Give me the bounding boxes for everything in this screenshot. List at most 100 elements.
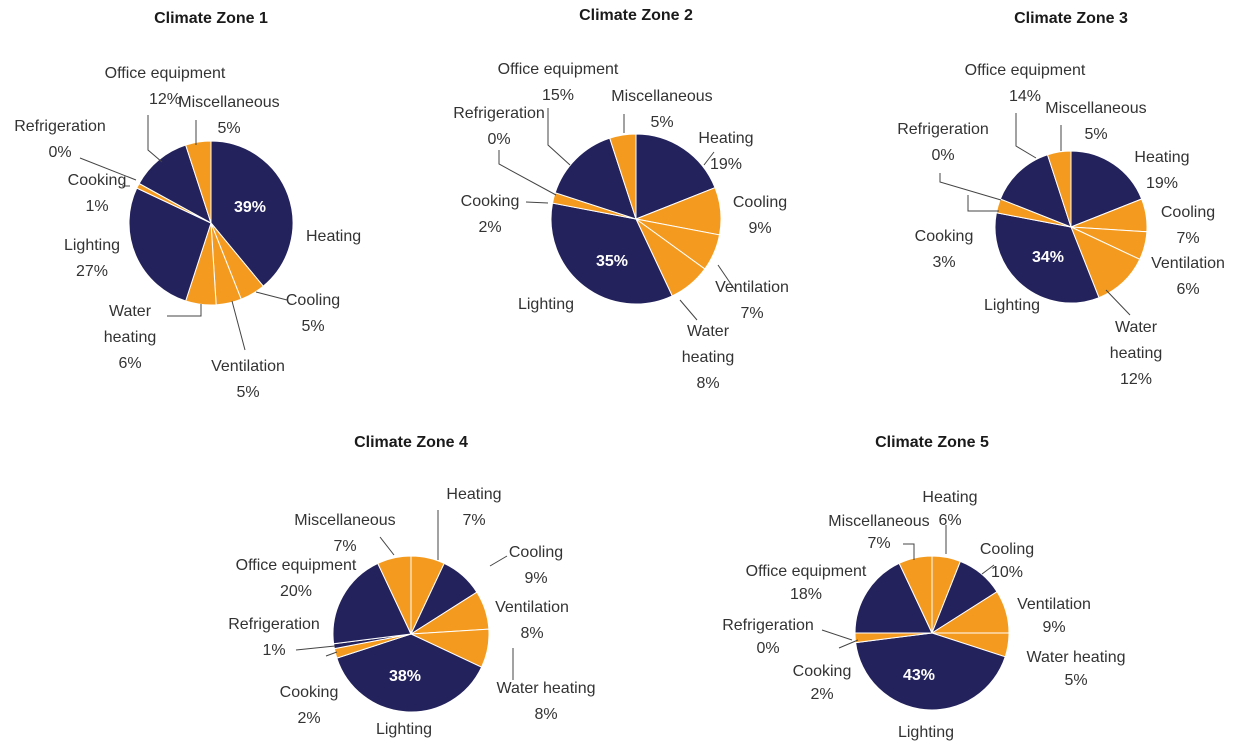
pie-slice-miscellaneous [185, 140, 212, 224]
slice-value-refrigeration: 0% [48, 144, 71, 161]
chart-title: Climate Zone 2 [579, 7, 693, 24]
pie-slice-lighting [550, 202, 673, 305]
slice-value-cooking: 2% [297, 710, 320, 727]
slice-value-heating: 6% [938, 512, 961, 529]
slice-value-water-heating: 6% [118, 355, 141, 372]
leader-line-refrigeration [295, 645, 336, 651]
slice-value-water-heating: 8% [534, 706, 557, 723]
slice-label-ventilation: Ventilation [495, 599, 569, 616]
slice-label-refrigeration: Refrigeration [228, 616, 320, 633]
slice-label-heating: Heating [922, 489, 977, 506]
slice-label-cooling: Cooling [980, 541, 1034, 558]
slice-label-refrigeration: Refrigeration [453, 105, 545, 122]
slice-value-refrigeration: 0% [931, 147, 954, 164]
slice-value-office-equipment: 12% [149, 91, 181, 108]
slice-value-cooking: 2% [810, 686, 833, 703]
leader-line-ventilation [231, 300, 246, 351]
slice-label-lighting: Lighting [898, 724, 954, 741]
leader-line-ventilation [717, 264, 736, 291]
leader-line-refrigeration [79, 157, 137, 181]
leader-line-refrigeration [498, 150, 557, 196]
pie-slice-miscellaneous [1046, 150, 1072, 228]
slice-value-ventilation: 6% [1176, 281, 1199, 298]
leader-line-miscellaneous [379, 536, 395, 556]
chart-title: Climate Zone 3 [1014, 10, 1128, 27]
leader-line-office-equipment [147, 115, 163, 163]
pie-slice-heating [210, 140, 294, 287]
slice-value-water-heating: 5% [1064, 672, 1087, 689]
slice-value-lighting: 38% [389, 668, 421, 685]
leader-line-cooling [489, 555, 508, 567]
pie-slice-miscellaneous [898, 555, 933, 634]
slice-value-office-equipment: 20% [280, 583, 312, 600]
slice-label-cooking: Cooking [793, 663, 852, 680]
slice-label-water-heating: Water heating [1110, 319, 1163, 362]
slice-label-cooling: Cooling [733, 194, 787, 211]
slice-label-ventilation: Ventilation [715, 279, 789, 296]
slice-label-miscellaneous: Miscellaneous [828, 513, 929, 530]
pie-slice-miscellaneous [609, 133, 637, 220]
slice-label-office-equipment: Office equipment [236, 557, 357, 574]
slice-label-heating: Heating [1134, 149, 1189, 166]
leader-line-office-equipment [547, 108, 571, 166]
pie-slice-office-equipment [854, 562, 933, 634]
slice-label-lighting: Lighting [376, 721, 432, 738]
slice-value-lighting: 34% [1032, 249, 1064, 266]
pie-slice-lighting [128, 187, 212, 302]
leader-line-cooling [255, 291, 288, 301]
slice-label-ventilation: Ventilation [1017, 596, 1091, 613]
pie-chart-zone-3: Climate Zone 3 Heating 19% Cooling 7% Ventila… [897, 10, 1225, 388]
slice-label-cooking: Cooking [461, 193, 520, 210]
chart-title: Climate Zone 1 [154, 10, 268, 27]
slice-value-refrigeration: 0% [487, 131, 510, 148]
pie-chart-zone-1: Climate Zone 1 Heating 39% Cooling 5% Ventila… [14, 10, 361, 401]
slice-value-heating: 7% [462, 512, 485, 529]
slice-value-refrigeration: 1% [262, 642, 285, 659]
slice-value-lighting: 27% [76, 263, 108, 280]
slice-label-refrigeration: Refrigeration [722, 617, 814, 634]
slice-label-office-equipment: Office equipment [965, 62, 1086, 79]
leader-line-water-heating [679, 299, 698, 321]
slice-label-water-heating: Water heating [682, 323, 735, 366]
slice-value-water-heating: 12% [1120, 371, 1152, 388]
pie-chart-zone-4: Climate Zone 4 Heating 7% Cooling 9% Ventilat… [228, 434, 595, 738]
slice-label-water-heating: Water heating [104, 303, 157, 346]
slice-value-cooking: 1% [85, 198, 108, 215]
slice-label-cooking: Cooking [915, 228, 974, 245]
slice-label-heating: Heating [446, 486, 501, 503]
leader-line-office-equipment [1015, 113, 1037, 159]
slice-value-ventilation: 9% [1042, 619, 1065, 636]
slice-value-water-heating: 8% [696, 375, 719, 392]
slice-label-miscellaneous: Miscellaneous [1045, 100, 1146, 117]
slice-label-ventilation: Ventilation [211, 358, 285, 375]
pie-slice-lighting [336, 633, 483, 713]
slice-value-office-equipment: 15% [542, 87, 574, 104]
leader-line-miscellaneous [903, 543, 915, 560]
slice-label-miscellaneous: Miscellaneous [178, 94, 279, 111]
leader-line-water-heating [1105, 289, 1131, 316]
chart-title: Climate Zone 4 [354, 434, 468, 451]
pie-slice-lighting [855, 632, 1006, 711]
slice-label-cooling: Cooling [509, 544, 563, 561]
pie-slice-heating [635, 133, 716, 220]
slice-label-lighting: Lighting [64, 237, 120, 254]
slice-label-cooking: Cooking [280, 684, 339, 701]
pie-chart-zone-5: Climate Zone 5 Heating 6% Cooling 10% Ventila… [722, 434, 1125, 741]
slice-label-office-equipment: Office equipment [498, 61, 619, 78]
slice-label-office-equipment: Office equipment [746, 563, 867, 580]
slice-label-heating: Heating [306, 228, 361, 245]
slice-value-ventilation: 5% [236, 384, 259, 401]
slice-value-cooling: 10% [991, 564, 1023, 581]
slice-label-lighting: Lighting [984, 297, 1040, 314]
slice-value-lighting: 43% [903, 667, 935, 684]
slice-value-heating: 19% [1146, 175, 1178, 192]
slice-value-cooling: 7% [1176, 230, 1199, 247]
slice-value-ventilation: 8% [520, 625, 543, 642]
leader-line-water-heating [167, 304, 202, 317]
leader-line-cooking [325, 651, 338, 657]
pie-slice-office-equipment [332, 562, 412, 645]
slice-value-miscellaneous: 5% [650, 114, 673, 131]
slice-value-heating: 19% [710, 156, 742, 173]
pie-slice-lighting [994, 212, 1100, 304]
